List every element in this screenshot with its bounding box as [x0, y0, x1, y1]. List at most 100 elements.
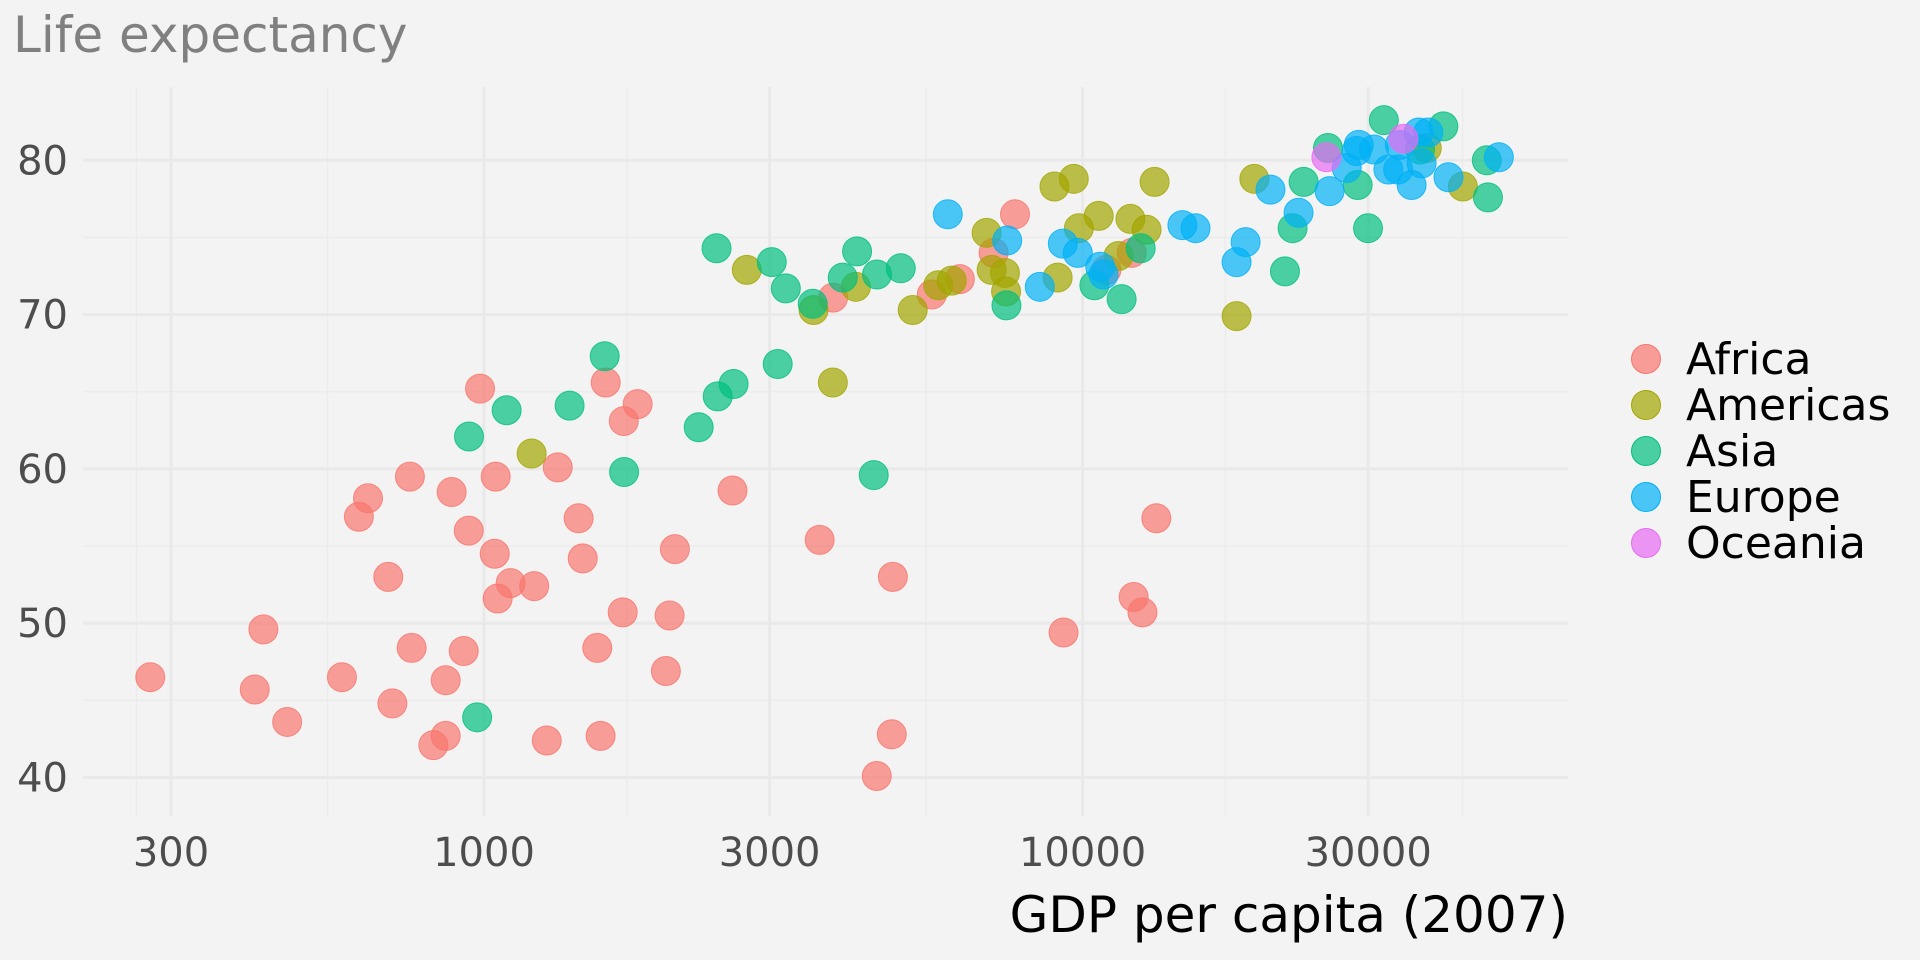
data-point-asia — [858, 460, 889, 491]
data-point-asia — [589, 341, 620, 372]
data-point-africa — [394, 461, 425, 492]
legend-label-americas: Americas — [1686, 380, 1890, 431]
data-point-africa — [453, 515, 484, 546]
legend-label-oceania: Oceania — [1686, 518, 1866, 569]
data-point-africa — [465, 373, 496, 404]
data-point-africa — [1127, 597, 1158, 628]
data-point-asia — [885, 253, 916, 284]
data-point-americas — [897, 294, 928, 325]
data-point-asia — [609, 456, 640, 487]
data-point-africa — [567, 543, 598, 574]
legend-marker-asia — [1631, 436, 1661, 466]
data-point-africa — [436, 477, 467, 508]
data-point-africa — [377, 688, 408, 719]
data-point-europe — [1180, 213, 1211, 244]
data-point-africa — [239, 674, 270, 705]
data-point-oceania — [1311, 142, 1342, 173]
data-point-africa — [531, 725, 562, 756]
data-point-africa — [479, 538, 510, 569]
data-point-africa — [590, 367, 621, 398]
data-point-africa — [654, 600, 685, 631]
data-point-asia — [462, 702, 493, 733]
data-point-americas — [1139, 166, 1170, 197]
data-point-asia — [491, 395, 522, 426]
data-point-africa — [608, 406, 639, 437]
x-tick-label: 1000 — [433, 830, 535, 876]
legend-marker-europe — [1631, 482, 1661, 512]
x-tick-label: 3000 — [719, 830, 821, 876]
data-point-africa — [1048, 617, 1079, 648]
data-point-americas — [1083, 200, 1114, 231]
data-point-europe — [1483, 142, 1514, 173]
y-axis-ticks: 40 50 60 70 80 — [17, 138, 68, 801]
legend-marker-oceania — [1631, 528, 1661, 558]
data-point-africa — [1141, 503, 1172, 534]
data-point-oceania — [1388, 123, 1419, 154]
data-point-asia — [842, 236, 873, 267]
data-point-americas — [1058, 163, 1089, 194]
data-point-africa — [519, 571, 550, 602]
data-point-africa — [563, 503, 594, 534]
data-point-europe — [1221, 247, 1252, 278]
x-tick-label: 30000 — [1305, 830, 1432, 876]
legend-label-africa: Africa — [1686, 334, 1812, 385]
data-point-africa — [482, 583, 513, 614]
data-point-asia — [1125, 233, 1156, 264]
data-point-asia — [770, 273, 801, 304]
data-point-europe — [992, 225, 1023, 256]
data-point-asia — [991, 290, 1022, 321]
data-point-africa — [877, 561, 908, 592]
data-point-asia — [756, 247, 787, 278]
data-point-africa — [876, 719, 907, 750]
data-point-africa — [650, 656, 681, 687]
data-point-asia — [454, 421, 485, 452]
data-point-americas — [817, 367, 848, 398]
data-point-africa — [430, 665, 461, 696]
data-point-europe — [1406, 148, 1437, 179]
data-point-asia — [762, 348, 793, 379]
data-point-africa — [999, 199, 1030, 230]
data-point-africa — [272, 706, 303, 737]
data-point-africa — [135, 662, 166, 693]
data-point-americas — [516, 438, 547, 469]
data-point-africa — [582, 632, 613, 663]
data-point-asia — [683, 412, 714, 443]
data-point-europe — [1062, 237, 1093, 268]
x-axis-ticks: 300 1000 3000 10000 30000 — [133, 830, 1432, 876]
data-point-africa — [659, 534, 690, 565]
data-point-africa — [396, 632, 427, 663]
data-point-africa — [373, 561, 404, 592]
data-point-asia — [1472, 182, 1503, 213]
data-point-africa — [448, 635, 479, 666]
data-point-africa — [248, 614, 279, 645]
y-tick-label: 80 — [17, 138, 68, 184]
data-point-europe — [1314, 176, 1345, 207]
data-point-asia — [554, 390, 585, 421]
data-point-africa — [717, 475, 748, 506]
data-point-asia — [797, 288, 828, 319]
legend-marker-africa — [1631, 344, 1661, 374]
data-point-americas — [731, 254, 762, 285]
data-point-asia — [1288, 166, 1319, 197]
data-point-asia — [1106, 284, 1137, 315]
data-point-asia — [1269, 256, 1300, 287]
data-point-africa — [326, 662, 357, 693]
data-point-africa — [430, 720, 461, 751]
data-point-asia — [1353, 213, 1384, 244]
data-point-americas — [1221, 301, 1252, 332]
x-axis-label: GDP per capita (2007) — [1010, 886, 1568, 944]
data-point-europe — [932, 199, 963, 230]
y-tick-label: 40 — [17, 756, 68, 802]
data-point-europe — [1255, 174, 1286, 205]
data-point-asia — [701, 233, 732, 264]
data-point-europe — [1433, 162, 1464, 193]
data-point-asia — [718, 369, 749, 400]
chart-title: Life expectancy — [13, 6, 407, 64]
y-tick-label: 60 — [17, 447, 68, 493]
x-tick-label: 300 — [133, 830, 209, 876]
x-tick-label: 10000 — [1019, 830, 1146, 876]
data-point-africa — [861, 760, 892, 791]
